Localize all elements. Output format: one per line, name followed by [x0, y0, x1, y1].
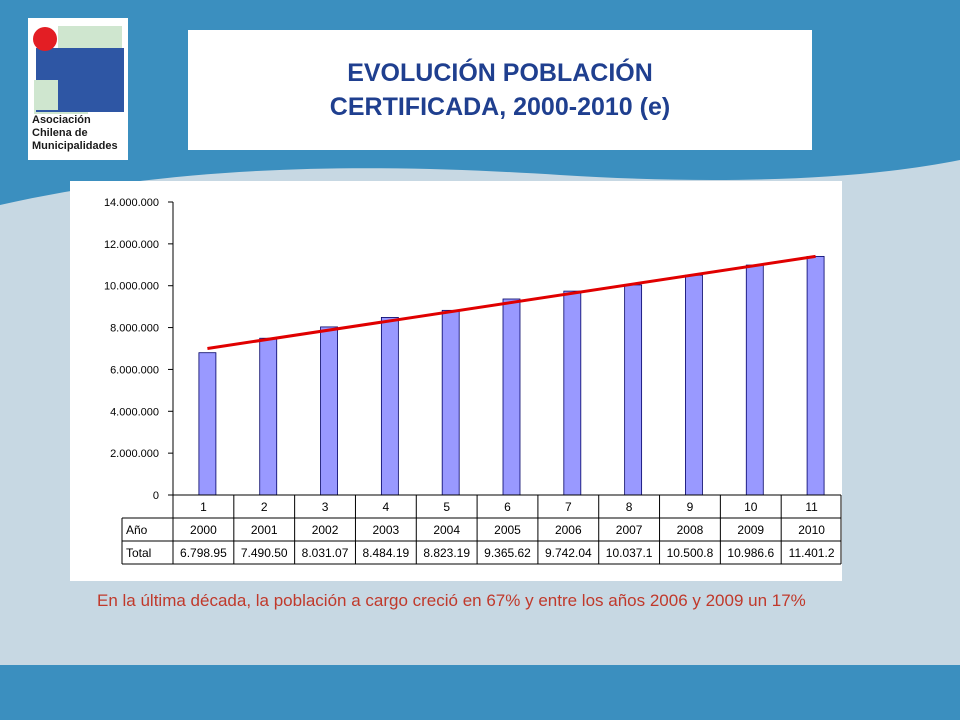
- table-row-label: Año: [126, 523, 148, 537]
- logo-shape-green-left: [34, 80, 58, 110]
- x-tick-label: 9: [687, 500, 694, 514]
- title-box: EVOLUCIÓN POBLACIÓN CERTIFICADA, 2000-20…: [188, 30, 812, 150]
- table-cell: 8.823.19: [423, 546, 470, 560]
- bar-11: [806, 255, 825, 496]
- x-tick-label: 5: [443, 500, 450, 514]
- x-tick-label: 10: [744, 500, 758, 514]
- table-cell: 11.401.2: [789, 546, 835, 560]
- y-tick-label: 2.000.000: [110, 448, 159, 460]
- table-row-label: Total: [126, 546, 151, 560]
- bar-2: [259, 337, 278, 496]
- table-cell: 2005: [494, 523, 521, 537]
- table-cell: 10.986.6: [727, 546, 774, 560]
- y-tick-label: 6.000.000: [110, 364, 159, 376]
- table-cell: 2006: [555, 523, 582, 537]
- table-cell: 2008: [677, 523, 704, 537]
- y-tick-label: 14.000.000: [104, 197, 159, 209]
- bar-9: [685, 274, 703, 496]
- bar-7: [563, 290, 582, 496]
- caption-text: En la última década, la población a carg…: [97, 591, 806, 610]
- bar-10: [745, 264, 764, 496]
- y-tick-label: 8.000.000: [110, 323, 159, 335]
- x-tick-label: 8: [626, 500, 633, 514]
- table-cell: 9.365.62: [484, 546, 531, 560]
- table-cell: 10.500.8: [667, 546, 714, 560]
- table-cell: 2010: [798, 523, 825, 537]
- bar-6: [502, 298, 521, 496]
- table-cell: 2003: [373, 523, 400, 537]
- table-cell: 8.484.19: [363, 546, 410, 560]
- title-line-2: CERTIFICADA, 2000-2010 (e): [329, 93, 671, 121]
- logo-shape-green-top: [58, 26, 122, 48]
- table-cell: 2009: [737, 523, 764, 537]
- bar-1: [198, 352, 217, 496]
- table-cell: 2004: [433, 523, 460, 537]
- bar-5: [441, 309, 460, 496]
- y-tick-label: 12.000.000: [104, 239, 159, 251]
- table-cell: 7.490.50: [241, 546, 288, 560]
- bar-8: [624, 284, 643, 496]
- chart-area: 0 2.000.000 4.000.000 6.000.000 8.000.000 10.…: [70, 181, 842, 581]
- x-tick-label: 4: [383, 500, 390, 514]
- bar-4: [380, 317, 399, 496]
- table-cell: 9.742.04: [545, 546, 592, 560]
- logo-text-line1: Asociación: [32, 114, 91, 126]
- y-tick-label: 0: [153, 490, 159, 502]
- x-tick-label: 1: [200, 500, 207, 514]
- x-tick-label: 7: [565, 500, 572, 514]
- title-line-1: EVOLUCIÓN POBLACIÓN: [347, 59, 653, 87]
- x-tick-label: 2: [261, 500, 268, 514]
- bar-chart: 0 2.000.000 4.000.000 6.000.000 8.000.000 10.…: [104, 197, 842, 565]
- x-tick-label: 6: [504, 500, 511, 514]
- table-cell: 2007: [616, 523, 643, 537]
- y-tick-label: 4.000.000: [110, 406, 159, 418]
- table-cell: 6.798.95: [180, 546, 227, 560]
- x-tick-label: 3: [322, 500, 329, 514]
- table-cell: 10.037.1: [606, 546, 653, 560]
- bar-3: [320, 326, 338, 496]
- y-tick-label: 10.000.000: [104, 281, 159, 293]
- table-cell: 2001: [251, 523, 278, 537]
- table-cell: 8.031.07: [302, 546, 349, 560]
- x-tick-label: 11: [805, 500, 818, 514]
- logo-text-line2: Chilena de: [32, 127, 88, 139]
- logo-dot-red: [33, 27, 57, 51]
- logo: Asociación Chilena de Municipalidades: [28, 18, 128, 160]
- table-cell: 2000: [190, 523, 217, 537]
- table-cell: 2002: [312, 523, 339, 537]
- trend-line: [207, 254, 816, 350]
- logo-text-line3: Municipalidades: [32, 140, 118, 152]
